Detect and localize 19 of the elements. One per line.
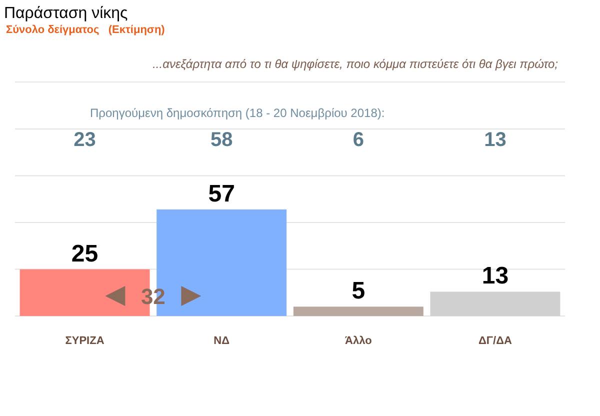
text: ...ανεξάρτητα από το τι θα ψηφίσετε, ποιο κόμμα πιστεύετε ότι θα βγει πρώτο; xyxy=(152,57,558,71)
annotation: 32 xyxy=(140,284,166,309)
x-tick-label: ΝΔ xyxy=(214,334,230,347)
bar xyxy=(430,292,560,316)
data-label: 57 xyxy=(208,180,235,208)
annotation: 6 xyxy=(352,129,364,151)
annotation: 58 xyxy=(210,129,233,151)
chart-subtitle: Σύνολο δείγματος (Εκτίμηση) xyxy=(6,24,166,36)
annotation: 23 xyxy=(74,129,96,151)
data-label: 13 xyxy=(482,262,509,290)
bar xyxy=(293,306,424,316)
chart-title: Παράσταση νίκης xyxy=(4,5,128,22)
data-label: 5 xyxy=(352,278,366,305)
x-tick-label: ΣΥΡΙΖΑ xyxy=(65,334,104,347)
annotation: 13 xyxy=(484,129,506,151)
x-tick-label: Άλλο xyxy=(345,334,372,347)
text: Προηγούμενη δημοσκόπηση (18 - 20 Νοεμβρίου 2018): xyxy=(90,106,385,120)
data-label: 25 xyxy=(71,240,98,268)
x-tick-label: ΔΓ/ΔΑ xyxy=(478,334,512,347)
